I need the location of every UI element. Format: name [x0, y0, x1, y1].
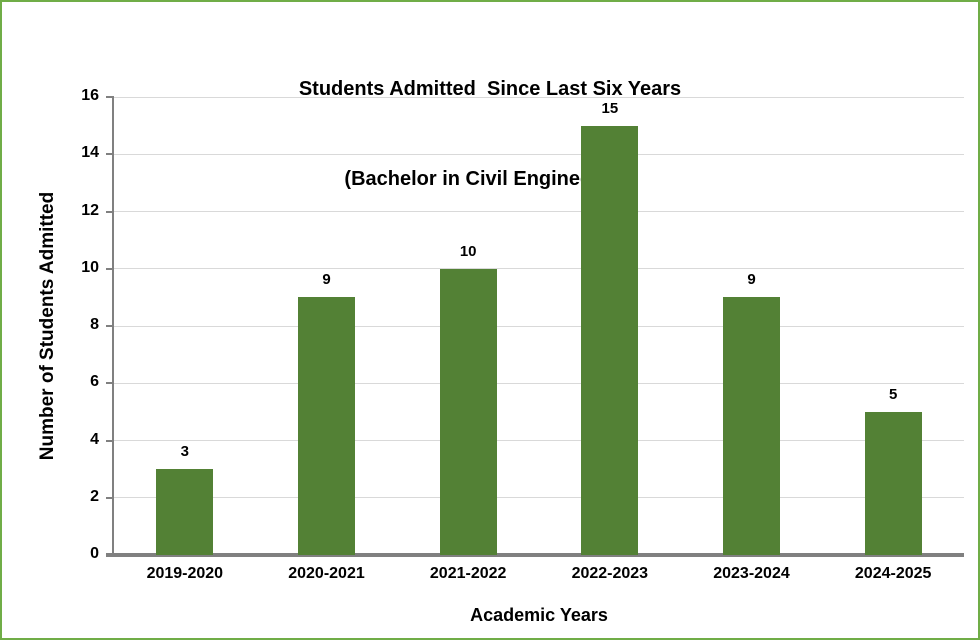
y-tick-label: 0: [90, 545, 99, 562]
gridline: [114, 153, 964, 155]
x-tick-label: 2021-2022: [429, 565, 507, 582]
bar: [581, 125, 639, 555]
bar: [864, 411, 922, 555]
chart-title-line-2: (Bachelor in Civil Engineering): [344, 168, 636, 190]
y-tick-mark: [106, 325, 114, 327]
bar: [156, 469, 214, 555]
y-tick-label: 14: [81, 144, 99, 162]
y-tick-label: 8: [90, 316, 99, 333]
bar-value-label: 3: [180, 443, 189, 461]
bar: [298, 297, 355, 555]
gridline: [114, 497, 964, 499]
y-tick-mark: [106, 153, 114, 156]
y-tick-label: 2: [90, 487, 99, 505]
bar-value-label: 9: [322, 271, 331, 289]
bar-value-label: 10: [459, 242, 477, 260]
chart-title: Students Admitted Since Last Six Years (…: [2, 14, 978, 254]
y-tick-label: 16: [81, 87, 99, 104]
y-tick-label: 12: [81, 201, 99, 219]
x-tick-label: 2020-2021: [288, 565, 365, 582]
y-tick-label: 4: [90, 430, 99, 448]
y-axis-line: [112, 97, 114, 557]
x-axis-title: Academic Years: [470, 605, 608, 625]
bar: [439, 268, 497, 555]
bar-value-label: 5: [888, 385, 898, 403]
y-tick-mark: [106, 382, 114, 385]
y-tick-mark: [106, 267, 114, 270]
bar-value-label: 9: [747, 271, 756, 289]
x-tick-label: 2023-2024: [713, 565, 790, 582]
gridline: [114, 440, 964, 441]
y-tick-mark: [106, 439, 114, 442]
x-axis-line: [106, 553, 964, 557]
gridline: [114, 96, 964, 98]
bar-value-label: 15: [601, 99, 619, 117]
x-tick-label: 2024-2025: [854, 565, 932, 582]
gridline: [114, 325, 964, 327]
y-tick-mark: [106, 496, 114, 499]
y-tick-mark: [106, 96, 114, 98]
y-tick-label: 6: [90, 373, 99, 391]
y-tick-label: 10: [81, 258, 99, 276]
gridline: [114, 382, 964, 384]
gridline: [114, 268, 964, 270]
x-tick-label: 2019-2020: [146, 565, 224, 582]
gridline: [114, 211, 964, 212]
chart-title-line-1: Students Admitted Since Last Six Years: [298, 78, 682, 100]
x-tick-label: 2022-2023: [571, 565, 649, 582]
bar: [723, 297, 780, 555]
y-tick-mark: [106, 210, 114, 213]
